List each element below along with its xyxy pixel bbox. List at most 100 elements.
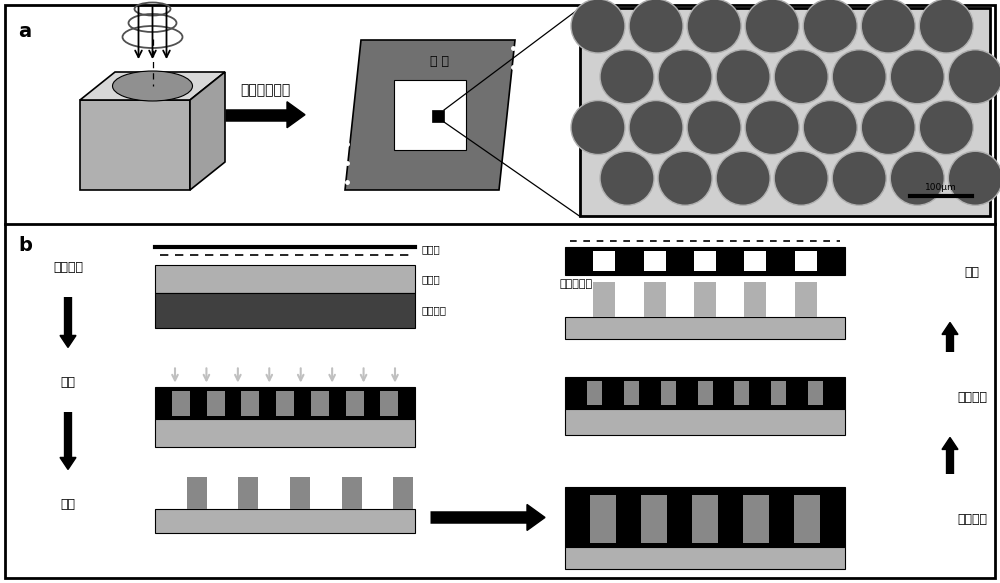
Circle shape (658, 151, 712, 205)
Bar (694, 282, 716, 318)
Bar (744, 282, 766, 318)
Bar (565, 547, 845, 570)
Bar (380, 391, 398, 416)
Text: a: a (18, 22, 31, 41)
Circle shape (600, 50, 654, 104)
Bar (342, 477, 362, 510)
Text: 显影: 显影 (60, 498, 76, 511)
Bar (187, 477, 207, 510)
Ellipse shape (112, 71, 192, 101)
Bar (694, 251, 716, 272)
Bar (734, 381, 749, 405)
Polygon shape (287, 101, 305, 128)
Bar (644, 282, 666, 318)
Circle shape (832, 50, 886, 104)
Text: 掩膜版: 掩膜版 (421, 244, 440, 254)
Circle shape (919, 100, 973, 154)
Circle shape (890, 50, 944, 104)
Bar (644, 251, 666, 272)
Bar (394, 80, 466, 150)
Bar (565, 487, 845, 547)
Bar (744, 251, 766, 272)
Bar (624, 381, 639, 405)
Bar (698, 381, 712, 405)
Text: 脱模: 脱模 (964, 266, 980, 279)
Text: 涂胶光刻: 涂胶光刻 (53, 261, 83, 274)
Circle shape (832, 151, 886, 205)
Polygon shape (527, 504, 545, 531)
Bar (172, 391, 190, 416)
Circle shape (629, 100, 683, 154)
Text: 通孔镍模板: 通孔镍模板 (560, 279, 593, 289)
Circle shape (716, 151, 770, 205)
Polygon shape (60, 458, 76, 469)
Bar (771, 381, 786, 405)
Bar (580, 8, 990, 216)
Bar (692, 496, 718, 543)
Circle shape (716, 50, 770, 104)
Polygon shape (345, 40, 515, 190)
Text: 激光螺旋打孔: 激光螺旋打孔 (240, 83, 290, 97)
Bar (155, 388, 415, 419)
Text: 镍基电铸: 镍基电铸 (957, 513, 987, 526)
Bar (155, 510, 415, 533)
Bar (794, 496, 820, 543)
Bar (80, 100, 190, 190)
Circle shape (629, 0, 683, 53)
Bar (565, 377, 845, 409)
Circle shape (600, 151, 654, 205)
Circle shape (948, 151, 1000, 205)
Bar (565, 247, 845, 275)
Bar (565, 318, 845, 339)
Bar (587, 381, 602, 405)
Polygon shape (60, 335, 76, 347)
Bar (795, 282, 817, 318)
Circle shape (687, 100, 741, 154)
Bar (743, 496, 769, 543)
Circle shape (890, 151, 944, 205)
Bar (241, 391, 259, 416)
Circle shape (861, 0, 915, 53)
Text: b: b (18, 237, 32, 255)
Bar (155, 293, 415, 328)
Bar (590, 496, 616, 543)
Bar (238, 477, 258, 510)
Circle shape (803, 100, 857, 154)
Circle shape (745, 100, 799, 154)
Bar (346, 391, 364, 416)
Polygon shape (942, 437, 958, 449)
Bar (155, 265, 415, 293)
Circle shape (687, 0, 741, 53)
Bar (432, 110, 444, 122)
Circle shape (919, 0, 973, 53)
Polygon shape (190, 72, 225, 190)
Text: 100μm: 100μm (925, 184, 957, 192)
Circle shape (861, 100, 915, 154)
Bar (311, 391, 329, 416)
Bar (641, 496, 667, 543)
Bar (593, 251, 615, 272)
Text: 镀金硅片: 镀金硅片 (421, 305, 446, 315)
Circle shape (774, 50, 828, 104)
Bar (393, 477, 413, 510)
Bar (795, 251, 817, 272)
Bar (593, 282, 615, 318)
Circle shape (948, 50, 1000, 104)
Polygon shape (80, 72, 225, 100)
Circle shape (658, 50, 712, 104)
Circle shape (774, 151, 828, 205)
Bar (155, 419, 415, 448)
Circle shape (803, 0, 857, 53)
Bar (565, 409, 845, 436)
Polygon shape (942, 322, 958, 335)
Text: 空 航: 空 航 (430, 55, 450, 68)
Bar (290, 477, 310, 510)
Bar (276, 391, 294, 416)
Bar (207, 391, 224, 416)
Bar (661, 381, 676, 405)
Text: 刻蚀: 刻蚀 (60, 376, 76, 389)
Bar (808, 381, 823, 405)
Circle shape (745, 0, 799, 53)
Circle shape (571, 0, 625, 53)
Text: 光刻胶: 光刻胶 (421, 275, 440, 285)
